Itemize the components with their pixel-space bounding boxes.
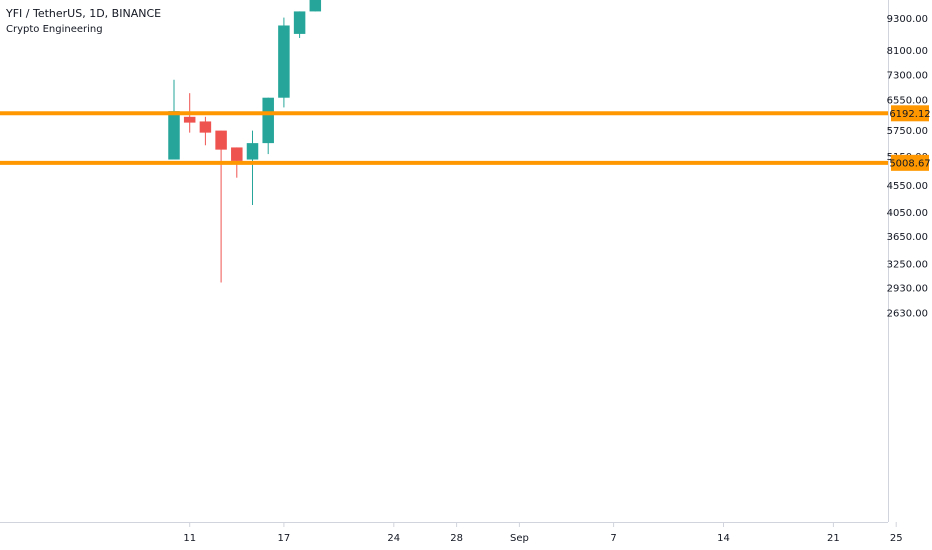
candle-body <box>293 11 306 34</box>
candles-layer <box>168 0 322 283</box>
x-tick-label: 7 <box>610 533 616 544</box>
level-price-label: 6192.12 <box>889 109 930 120</box>
x-tick-label: 14 <box>717 533 730 544</box>
y-tick-label: 4550.00 <box>887 181 928 192</box>
y-tick-label: 9300.00 <box>887 14 928 25</box>
y-tick-label: 5750.00 <box>887 126 928 137</box>
x-tick-label: 11 <box>183 533 196 544</box>
level-price-tag <box>891 154 929 171</box>
symbol-title[interactable]: YFI / TetherUS, 1D, BINANCE <box>6 7 162 20</box>
candle-body <box>262 97 274 144</box>
level-price-tag <box>891 105 929 122</box>
level-price-label: 5008.67 <box>889 158 930 169</box>
y-tick-label: 2630.00 <box>887 309 928 320</box>
y-tick-label: 3250.00 <box>887 259 928 270</box>
y-tick-label: 3650.00 <box>887 232 928 243</box>
x-tick-label: 28 <box>450 533 463 544</box>
x-tick-label: 24 <box>387 533 400 544</box>
y-tick-label: 4050.00 <box>887 208 928 219</box>
x-tick-label: 17 <box>278 533 291 544</box>
candle-body <box>215 130 227 150</box>
chart-legend: YFI / TetherUS, 1D, BINANCE Crypto Engin… <box>6 6 161 38</box>
candle-body <box>309 0 322 12</box>
candle-body <box>246 143 259 160</box>
candle-body <box>199 121 212 133</box>
candle-body <box>183 116 196 123</box>
x-tick-label: 25 <box>890 533 903 544</box>
time-axis[interactable]: 11 17 24 28 Sep 7 14 21 25 <box>183 522 903 544</box>
candle-body <box>168 111 180 160</box>
price-axis[interactable]: 20000.0018000.0016000.0014000.0010500.00… <box>880 0 928 320</box>
indicator-title[interactable]: Crypto Engineering <box>6 24 103 35</box>
y-tick-label: 2930.00 <box>887 284 928 295</box>
y-tick-label: 6550.00 <box>887 96 928 107</box>
candle-body <box>231 147 243 161</box>
x-tick-label: Sep <box>510 533 529 544</box>
y-tick-label: 7300.00 <box>887 70 928 81</box>
y-tick-label: 8100.00 <box>887 46 928 57</box>
candle-body <box>278 25 290 98</box>
levels-layer <box>0 111 888 165</box>
x-tick-label: 21 <box>827 533 840 544</box>
